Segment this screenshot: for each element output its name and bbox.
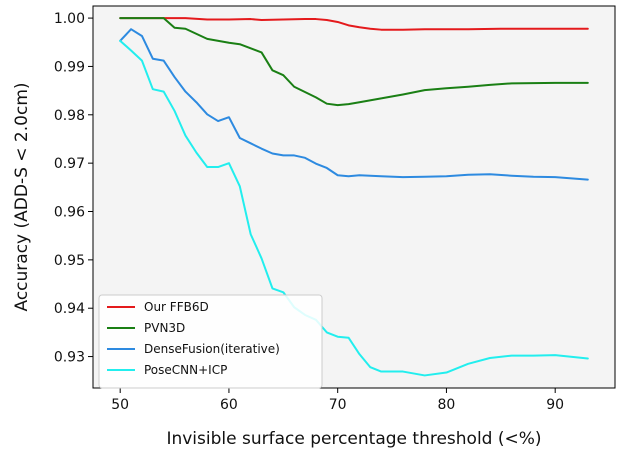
series-line-1 [119,17,589,107]
x-axis-label: Invisible surface percentage threshold (… [166,429,541,449]
x-tick-label: 90 [546,397,564,413]
y-tick-label: 0.94 [54,301,85,317]
y-tick-label: 1.00 [54,11,85,27]
legend-box [98,294,323,389]
y-axis: 0.93 0.94 0.95 0.96 0.97 0.98 0.99 1.00 [54,11,93,366]
y-tick-label: 0.93 [54,350,85,366]
legend-label-0: Our FFB6D [144,300,209,314]
x-tick-label: 80 [438,397,456,413]
y-tick-label: 0.97 [54,156,85,172]
x-tick-label: 60 [220,397,238,413]
legend-label-3: PoseCNN+ICP [144,363,227,377]
y-axis-label: Accuracy (ADD-S < 2.0cm) [12,82,32,311]
series-line-0 [119,17,589,31]
y-tick-label: 0.96 [54,205,85,221]
legend: Our FFB6D PVN3D DenseFusion(iterative) Pose… [98,294,323,389]
y-tick-label: 0.99 [54,59,85,75]
y-tick-label: 0.95 [54,253,85,269]
series-line-2 [119,28,589,181]
x-tick-label: 70 [329,397,347,413]
x-tick-label: 50 [111,397,129,413]
legend-label-2: DenseFusion(iterative) [144,342,280,356]
x-axis: 50 60 70 80 90 [111,388,564,413]
y-tick-label: 0.98 [54,108,85,124]
plot-frame [92,5,616,389]
legend-label-1: PVN3D [144,321,185,335]
